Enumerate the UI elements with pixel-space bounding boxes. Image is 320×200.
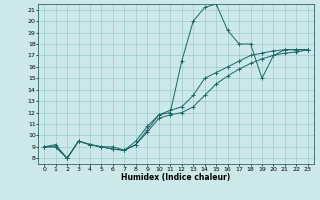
- X-axis label: Humidex (Indice chaleur): Humidex (Indice chaleur): [121, 173, 231, 182]
